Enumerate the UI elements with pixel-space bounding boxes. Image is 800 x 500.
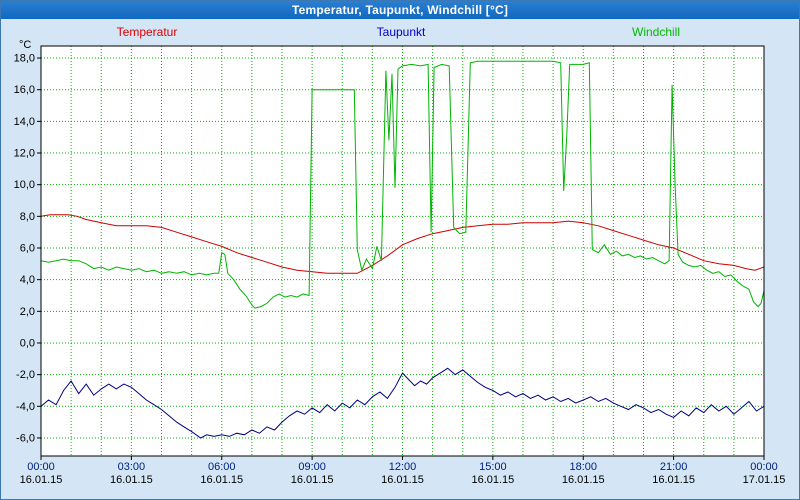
x-axis-time-label: 21:00 — [660, 461, 688, 473]
y-axis-label: 6,0 — [20, 242, 35, 254]
legend-taupunkt: Taupunkt — [376, 25, 426, 39]
series-taupunkt — [40, 367, 765, 439]
y-axis-label: 8,0 — [20, 211, 35, 223]
x-axis-time-label: 06:00 — [208, 461, 236, 473]
window-title: Temperatur, Taupunkt, Windchill [°C] — [1, 1, 799, 19]
series-windchill — [40, 60, 765, 309]
x-axis-date-label: 16.01.15 — [381, 474, 424, 486]
x-axis-date-label: 16.01.15 — [562, 474, 605, 486]
y-axis-label: 14,0 — [14, 116, 35, 128]
y-axis-label: 16,0 — [14, 84, 35, 96]
legend-windchill: Windchill — [631, 25, 681, 39]
x-axis-date-label: 16.01.15 — [291, 474, 334, 486]
x-axis-date-label: 16.01.15 — [110, 474, 153, 486]
y-axis-label: 4,0 — [20, 274, 35, 286]
x-axis-time-label: 15:00 — [479, 461, 507, 473]
y-axis-label: 2,0 — [20, 306, 35, 318]
x-axis-date-label: 16.01.15 — [200, 474, 243, 486]
y-axis-label: -2,0 — [16, 369, 35, 381]
series-temperatur — [40, 214, 765, 274]
x-axis-date-label: 16.01.15 — [20, 474, 63, 486]
y-axis-label: 10,0 — [14, 179, 35, 191]
x-axis-time-label: 00:00 — [27, 461, 55, 473]
x-axis-date-label: 16.01.15 — [652, 474, 695, 486]
y-axis-unit: °C — [19, 39, 32, 51]
y-axis-label: -4,0 — [16, 401, 35, 413]
y-axis-label: -6,0 — [16, 432, 35, 444]
y-axis-label: 18,0 — [14, 53, 35, 65]
x-axis-time-label: 18:00 — [569, 461, 597, 473]
x-axis-time-label: 00:00 — [750, 461, 778, 473]
legend-temperatur: Temperatur — [116, 25, 178, 39]
y-axis-label: 0,0 — [20, 337, 35, 349]
x-axis-time-label: 09:00 — [298, 461, 326, 473]
x-axis-date-label: 17.01.15 — [743, 474, 786, 486]
x-axis-date-label: 16.01.15 — [471, 474, 514, 486]
y-axis-label: 12,0 — [14, 148, 35, 160]
x-axis-time-label: 12:00 — [389, 461, 417, 473]
x-axis-time-label: 03:00 — [118, 461, 146, 473]
